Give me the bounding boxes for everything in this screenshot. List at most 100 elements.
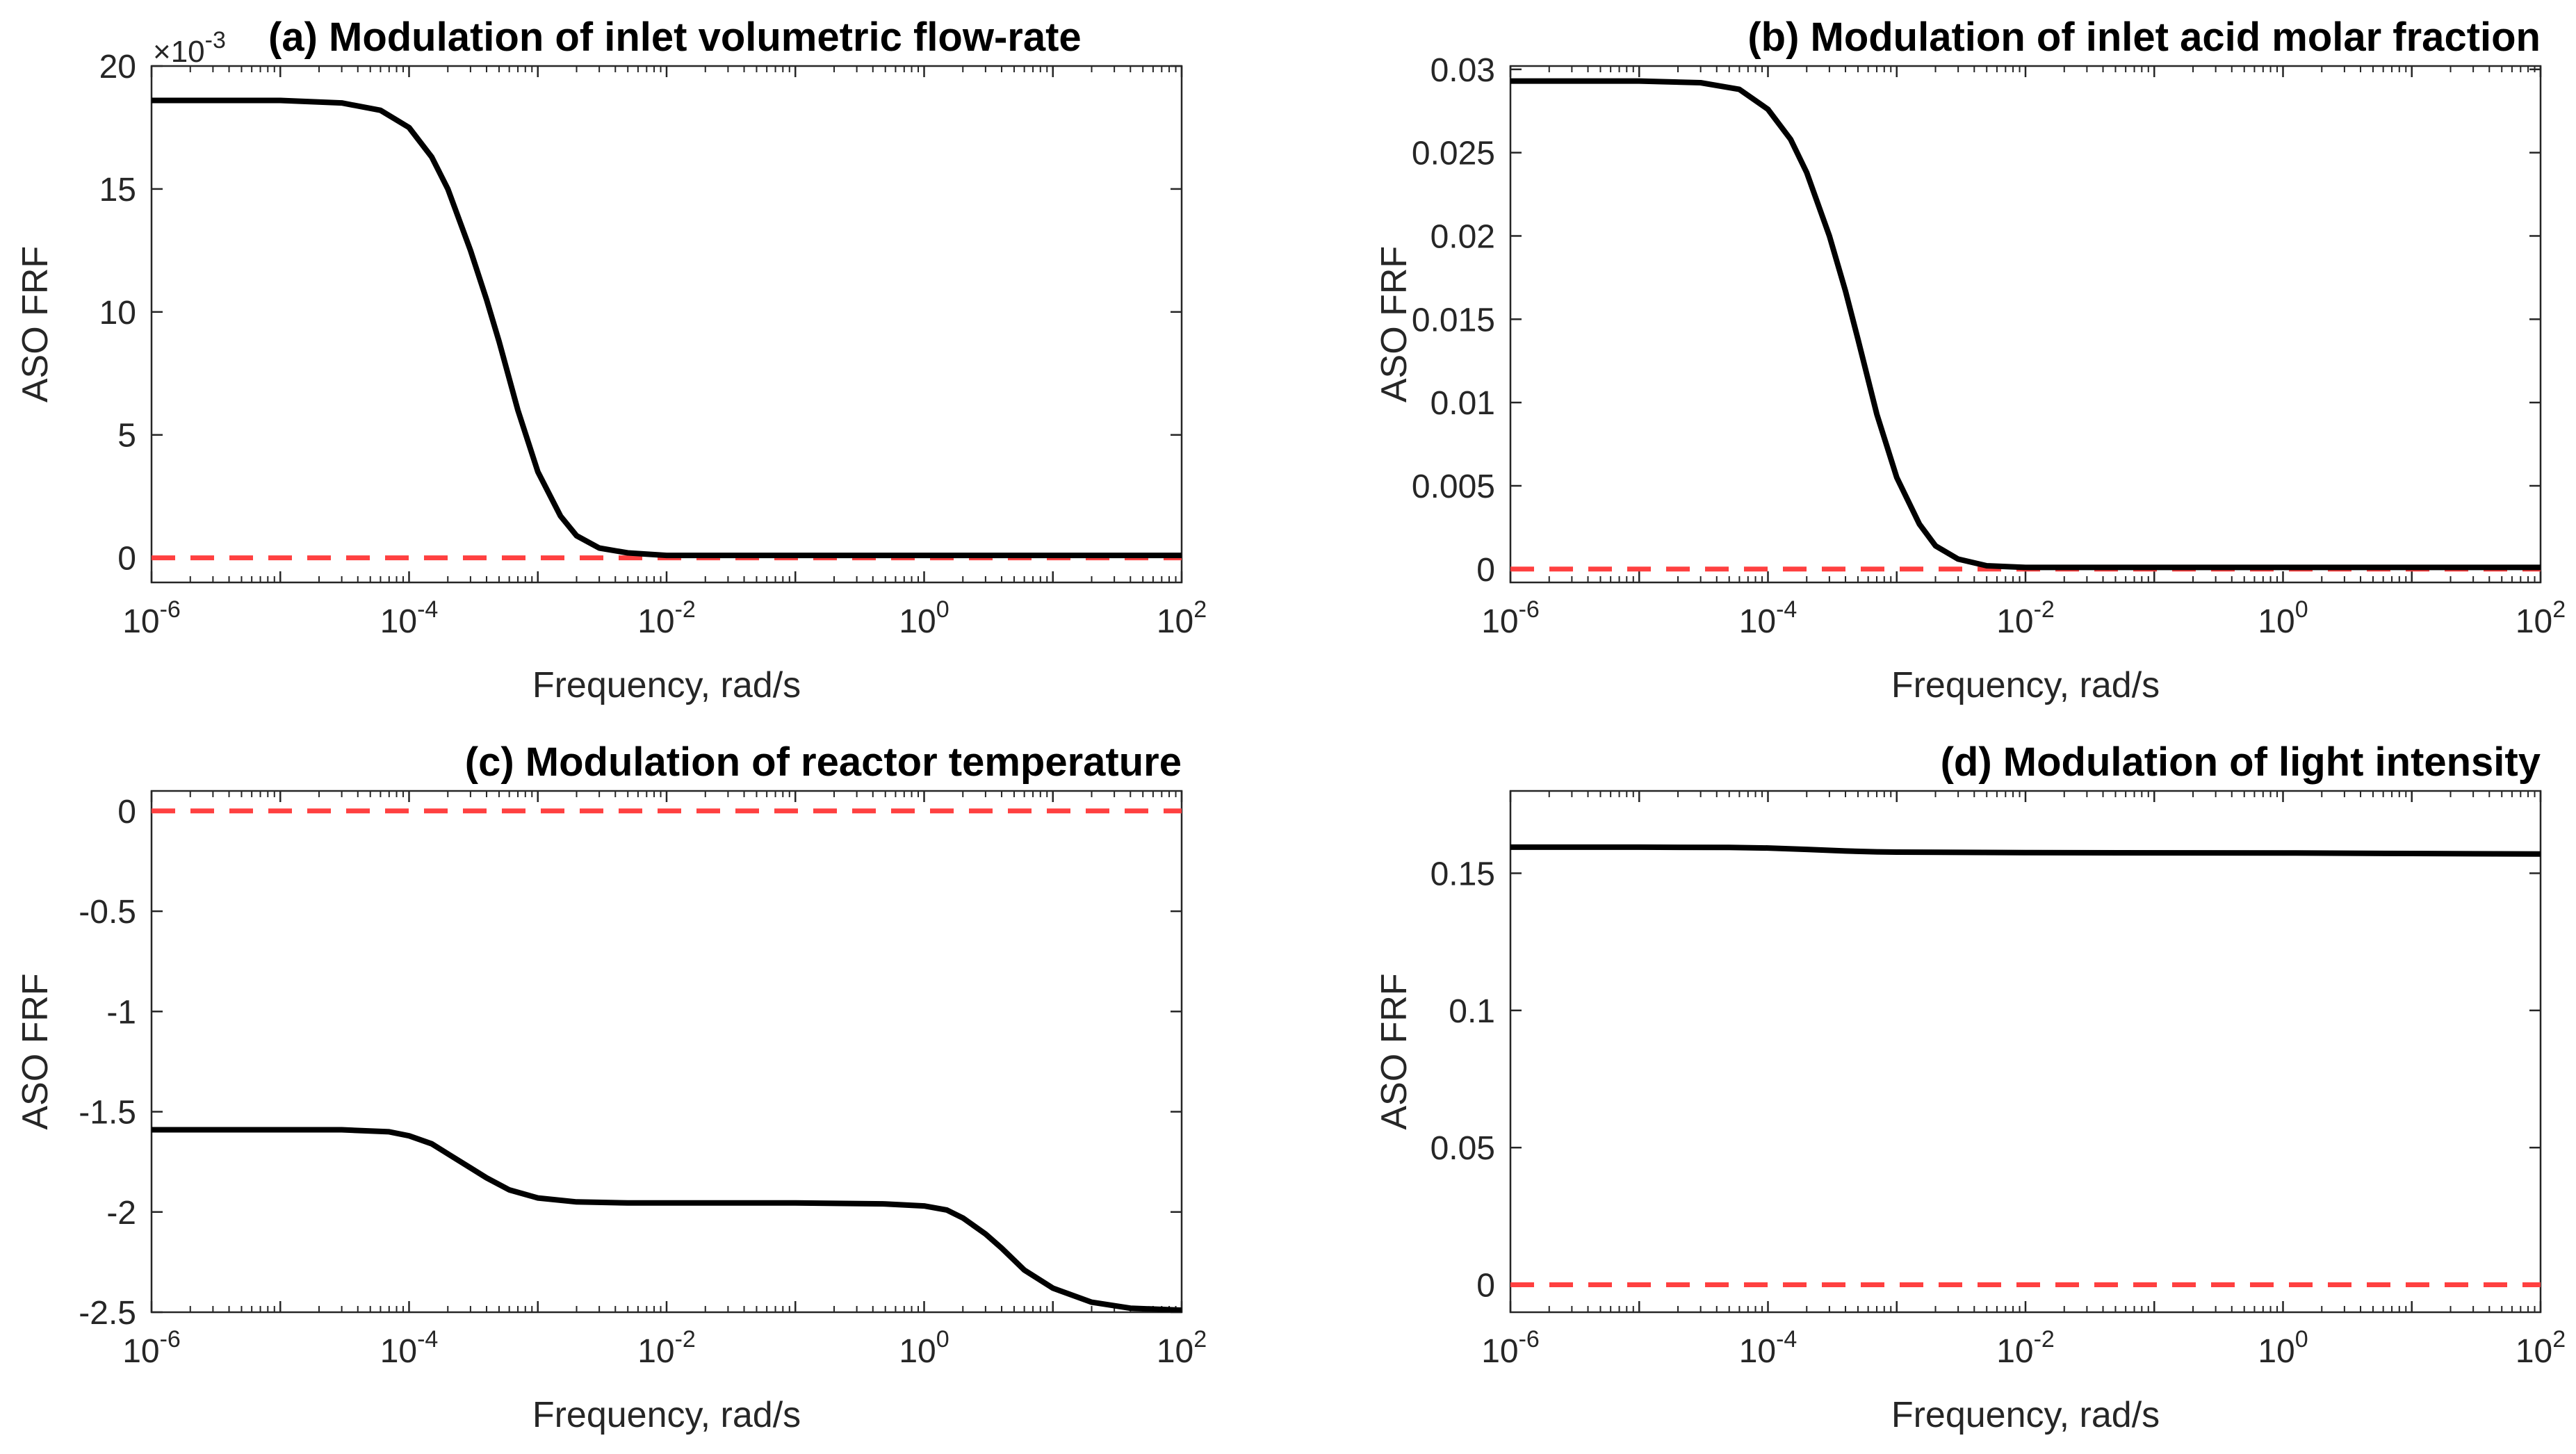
y-axis-label: ASO FRF bbox=[1374, 973, 1415, 1129]
x-tick-base: 10 bbox=[2258, 1333, 2294, 1370]
x-tick-label: 10-2 bbox=[1996, 596, 2055, 640]
x-tick-base: 10 bbox=[2258, 603, 2294, 640]
chart-title: (b) Modulation of inlet acid molar fract… bbox=[1747, 15, 2541, 60]
y-tick-label: -0.5 bbox=[79, 894, 136, 931]
x-tick-label: 10-6 bbox=[122, 596, 181, 640]
y-tick-label: 0 bbox=[117, 541, 136, 578]
y-tick-label: 0.15 bbox=[1430, 856, 1495, 892]
ticks bbox=[1509, 791, 2542, 1312]
aso-frf-line bbox=[1510, 78, 2541, 571]
series-group bbox=[152, 808, 1182, 1312]
ticks bbox=[1509, 66, 2542, 582]
x-tick-base: 10 bbox=[1481, 1333, 1518, 1370]
y-tick-label: 0.005 bbox=[1412, 468, 1495, 505]
x-tick-label: 10-4 bbox=[1739, 596, 1798, 640]
x-tick-base: 10 bbox=[637, 603, 674, 640]
chart-title: (c) Modulation of reactor temperature bbox=[465, 740, 1182, 785]
x-tick-label: 102 bbox=[2516, 1326, 2566, 1370]
x-tick-base: 10 bbox=[899, 603, 936, 640]
y-axis-label: ASO FRF bbox=[1374, 246, 1415, 402]
x-tick-label: 100 bbox=[899, 1326, 949, 1370]
x-tick-exponent: -6 bbox=[160, 1326, 181, 1353]
x-tick-label: 10-2 bbox=[637, 596, 696, 640]
x-tick-label: 100 bbox=[2258, 596, 2308, 640]
x-tick-exponent: -2 bbox=[675, 1326, 696, 1353]
x-tick-base: 10 bbox=[1157, 1333, 1193, 1370]
x-tick-exponent: -2 bbox=[2034, 596, 2055, 623]
y-tick-label: 0.015 bbox=[1412, 302, 1495, 338]
x-tick-label: 10-6 bbox=[122, 1326, 181, 1370]
axes-frame bbox=[150, 65, 1183, 584]
ticks bbox=[150, 65, 1183, 582]
y-tick-label: 10 bbox=[99, 295, 136, 332]
x-tick-exponent: -6 bbox=[160, 596, 181, 623]
panel-d: 10-6 10-4 10-2 100 10200.050.10.15Frequency,… bbox=[1374, 740, 2566, 1435]
x-tick-label: 100 bbox=[2258, 1326, 2308, 1370]
x-tick-label: 10-4 bbox=[380, 596, 439, 640]
x-tick-base: 10 bbox=[2516, 1333, 2552, 1370]
x-tick-base: 10 bbox=[380, 1333, 417, 1370]
y-tick-label: -1 bbox=[106, 994, 136, 1031]
x-tick-exponent: -4 bbox=[1776, 596, 1797, 623]
axes-frame bbox=[150, 790, 1183, 1314]
x-tick-exponent: 2 bbox=[2552, 1326, 2566, 1353]
y-axis-multiplier: ×10-3 bbox=[153, 27, 226, 69]
x-tick-exponent: 0 bbox=[936, 596, 949, 623]
axes-frame bbox=[1509, 65, 2542, 584]
x-tick-exponent: -4 bbox=[417, 1326, 438, 1353]
x-tick-exponent: -2 bbox=[2034, 1326, 2055, 1353]
aso-frf-line bbox=[152, 97, 1182, 559]
y-tick-label: 0.03 bbox=[1430, 52, 1495, 89]
x-tick-exponent: -4 bbox=[417, 596, 438, 623]
y-tick-label: 0 bbox=[117, 794, 136, 831]
x-tick-exponent: 2 bbox=[1193, 596, 1207, 623]
y-tick-label: -2 bbox=[106, 1195, 136, 1232]
x-tick-label: 102 bbox=[1157, 1326, 1207, 1370]
y-tick-label: 0 bbox=[1476, 1268, 1495, 1305]
x-tick-label: 102 bbox=[2516, 596, 2566, 640]
x-tick-base: 10 bbox=[1157, 603, 1193, 640]
x-tick-exponent: -2 bbox=[675, 596, 696, 623]
x-tick-exponent: 2 bbox=[1193, 1326, 1207, 1353]
series-group bbox=[1510, 844, 2541, 1287]
x-tick-base: 10 bbox=[637, 1333, 674, 1370]
y-tick-label: 5 bbox=[117, 418, 136, 455]
y-tick-label: 15 bbox=[99, 172, 136, 209]
x-tick-base: 10 bbox=[122, 1333, 159, 1370]
x-tick-label: 10-4 bbox=[1739, 1326, 1798, 1370]
series-group bbox=[152, 97, 1182, 561]
y-tick-label: 0 bbox=[1476, 552, 1495, 589]
x-tick-base: 10 bbox=[1996, 603, 2033, 640]
x-tick-base: 10 bbox=[1739, 1333, 1776, 1370]
x-tick-exponent: 2 bbox=[2552, 596, 2566, 623]
x-tick-exponent: -4 bbox=[1776, 1326, 1797, 1353]
x-tick-base: 10 bbox=[380, 603, 417, 640]
x-tick-label: 10-6 bbox=[1481, 1326, 1540, 1370]
y-tick-label: 0.01 bbox=[1430, 385, 1495, 422]
x-tick-base: 10 bbox=[122, 603, 159, 640]
x-tick-base: 10 bbox=[1481, 603, 1518, 640]
x-tick-base: 10 bbox=[1739, 603, 1776, 640]
panel-c: 10-6 10-4 10-2 100 102-2.5-2-1.5-1-0.50Frequ… bbox=[15, 740, 1207, 1435]
y-tick-label: -1.5 bbox=[79, 1095, 136, 1132]
y-tick-label: 0.025 bbox=[1412, 136, 1495, 172]
x-tick-exponent: -6 bbox=[1519, 1326, 1540, 1353]
aso-frf-line bbox=[1510, 844, 2541, 857]
x-tick-exponent: 0 bbox=[936, 1326, 949, 1353]
x-tick-base: 10 bbox=[1996, 1333, 2033, 1370]
x-tick-label: 10-6 bbox=[1481, 596, 1540, 640]
x-tick-label: 100 bbox=[899, 596, 949, 640]
x-tick-base: 10 bbox=[2516, 603, 2552, 640]
x-axis-label: Frequency, rad/s bbox=[532, 1395, 801, 1435]
x-tick-label: 10-4 bbox=[380, 1326, 439, 1370]
x-tick-label: 102 bbox=[1157, 596, 1207, 640]
x-axis-label: Frequency, rad/s bbox=[532, 665, 801, 705]
chart-title: (d) Modulation of light intensity bbox=[1941, 740, 2541, 785]
y-axis-label: ASO FRF bbox=[15, 246, 56, 402]
x-tick-exponent: -6 bbox=[1519, 596, 1540, 623]
y-tick-label: 20 bbox=[99, 49, 136, 85]
y-tick-label: 0.1 bbox=[1449, 993, 1495, 1030]
multiplier-exponent: -3 bbox=[205, 27, 226, 54]
